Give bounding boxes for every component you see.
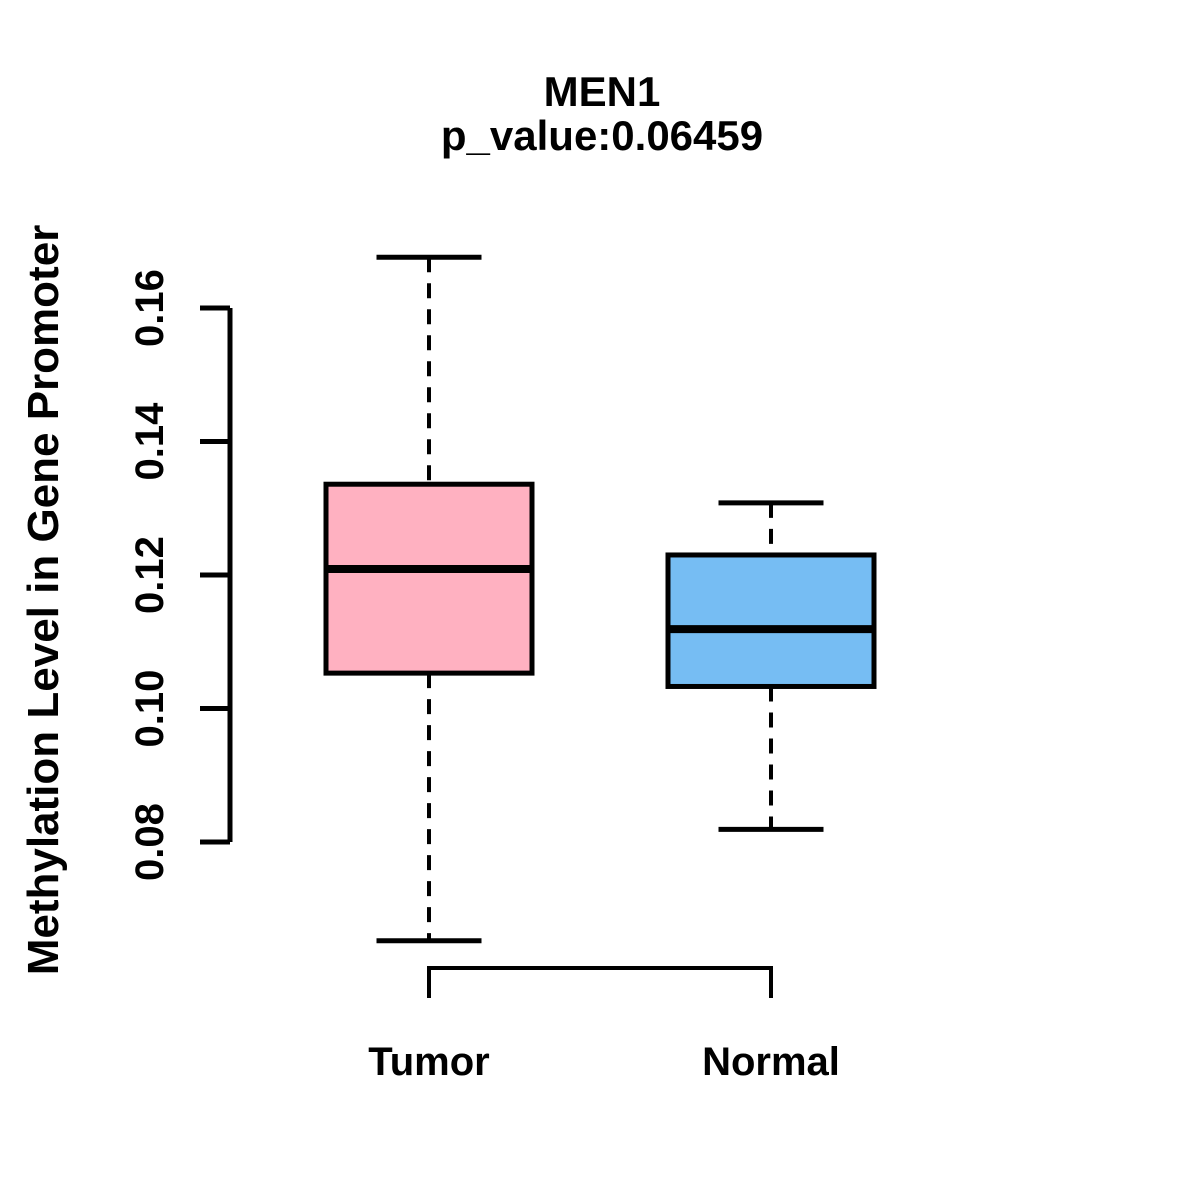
y-axis-title: Methylation Level in Gene Promoter <box>19 225 68 976</box>
y-tick-label: 0.16 <box>128 269 172 347</box>
y-tick-label: 0.14 <box>128 402 172 481</box>
normal-boxplot <box>665 500 877 832</box>
iqr-box <box>323 481 535 676</box>
x-category-label-tumor: Tumor <box>368 1040 489 1084</box>
boxplots <box>323 254 877 944</box>
x-category-label-normal: Normal <box>702 1040 840 1084</box>
x-category-labels: Tumor Normal <box>368 1040 840 1084</box>
y-tick-label: 0.12 <box>128 536 172 614</box>
iqr-box <box>665 552 877 689</box>
chart-title: MEN1 <box>544 68 661 115</box>
tumor-boxplot <box>323 254 535 944</box>
y-axis: 0.08 0.10 0.12 0.14 0.16 <box>128 269 233 881</box>
bracket-line <box>427 966 773 998</box>
comparison-bracket <box>427 966 773 998</box>
chart-subtitle: p_value:0.06459 <box>441 112 763 159</box>
y-tick-label: 0.08 <box>128 803 172 881</box>
y-tick-label: 0.10 <box>128 670 172 748</box>
